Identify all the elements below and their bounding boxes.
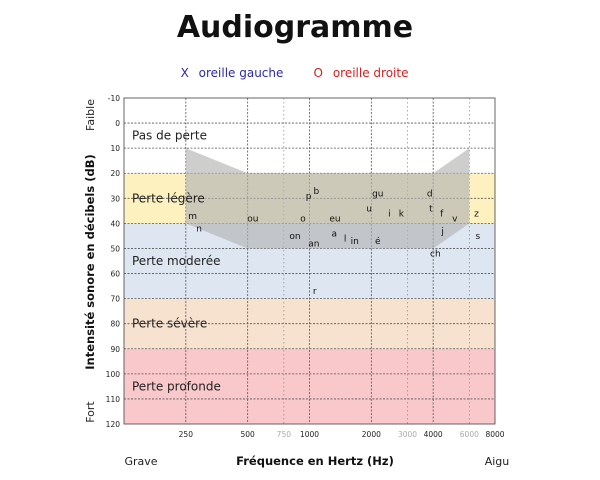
x-axis-title: Fréquence en Hertz (Hz) bbox=[236, 454, 394, 468]
phoneme-5: an bbox=[308, 239, 319, 249]
y-tick-label-0: -10 bbox=[108, 94, 120, 103]
phoneme-23: ch bbox=[430, 249, 441, 259]
legend-entry-right-ear: O oreille droite bbox=[314, 66, 409, 80]
phoneme-25: s bbox=[475, 232, 480, 242]
x-tick-label-6: 4000 bbox=[424, 430, 443, 439]
y-tick-label-6: 50 bbox=[110, 244, 120, 253]
phoneme-3: o bbox=[300, 214, 306, 224]
phoneme-10: l bbox=[344, 234, 347, 244]
legend-label-left: oreille gauche bbox=[199, 66, 284, 80]
x-tick-label-7: 6000 bbox=[460, 430, 479, 439]
phoneme-24: z bbox=[474, 209, 479, 219]
phoneme-21: v bbox=[452, 214, 458, 224]
y-tick-label-11: 100 bbox=[106, 370, 121, 379]
legend-label-right: oreille droite bbox=[333, 66, 409, 80]
y-tick-label-13: 120 bbox=[106, 420, 121, 429]
band-label-2: Perte moderée bbox=[132, 254, 221, 268]
phoneme-7: b bbox=[314, 187, 320, 197]
legend: X oreille gauche O oreille droite bbox=[181, 66, 409, 80]
band-labels: Pas de perte Perte légère Perte moderée Per… bbox=[132, 129, 221, 394]
phoneme-22: j bbox=[440, 227, 444, 237]
x-tick-label-1: 500 bbox=[241, 430, 256, 439]
y-tick-label-1: 0 bbox=[115, 119, 120, 128]
phoneme-16: k bbox=[399, 209, 405, 219]
x-tick-labels: 250 500 750 1000 2000 3000 4000 6000 8000 bbox=[179, 430, 505, 439]
x-right-label: Aigu bbox=[485, 455, 510, 468]
speech-banana bbox=[185, 148, 470, 249]
phoneme-2: ou bbox=[247, 214, 258, 224]
phoneme-8: eu bbox=[329, 214, 340, 224]
band-label-3: Perte sévère bbox=[132, 317, 207, 331]
x-tick-label-2: 750 bbox=[277, 430, 292, 439]
phoneme-13: gu bbox=[372, 189, 383, 199]
speech-banana-area bbox=[185, 148, 470, 249]
band-label-4: Perte profonde bbox=[132, 379, 221, 393]
phoneme-1: n bbox=[196, 224, 202, 234]
legend-symbol-right: O bbox=[314, 66, 323, 80]
chart-title: Audiogramme bbox=[177, 10, 413, 45]
x-tick-label-8: 8000 bbox=[485, 430, 504, 439]
y-axis-title: Intensité sonore en décibels (dB) bbox=[83, 154, 97, 369]
legend-symbol-left: X bbox=[181, 66, 189, 80]
phoneme-12: r bbox=[313, 287, 317, 297]
phoneme-15: i bbox=[388, 209, 391, 219]
phoneme-0: m bbox=[188, 212, 197, 222]
y-tick-label-3: 20 bbox=[110, 169, 120, 178]
phoneme-18: d bbox=[427, 189, 433, 199]
phoneme-11: in bbox=[351, 237, 359, 247]
x-tick-label-0: 250 bbox=[179, 430, 194, 439]
x-tick-label-4: 2000 bbox=[362, 430, 381, 439]
phoneme-19: t bbox=[429, 204, 433, 214]
x-left-label: Grave bbox=[124, 455, 157, 468]
band-label-0: Pas de perte bbox=[132, 129, 207, 143]
x-tick-label-5: 3000 bbox=[398, 430, 417, 439]
plot-border bbox=[123, 97, 496, 425]
phoneme-20: f bbox=[440, 209, 444, 219]
y-tick-label-7: 60 bbox=[110, 270, 120, 279]
phoneme-14: u bbox=[366, 204, 372, 214]
band-label-1: Perte légère bbox=[132, 191, 205, 205]
y-tick-label-12: 110 bbox=[106, 395, 121, 404]
y-tick-label-9: 80 bbox=[110, 320, 120, 329]
y-tick-labels: -10 0 10 20 30 40 50 60 70 80 90 100 110 120 bbox=[106, 94, 121, 429]
y-top-label: Faible bbox=[84, 99, 97, 131]
y-tick-label-8: 70 bbox=[110, 295, 120, 304]
phoneme-9: a bbox=[332, 229, 338, 239]
legend-entry-left-ear: X oreille gauche bbox=[181, 66, 284, 80]
phoneme-4: on bbox=[289, 232, 300, 242]
y-tick-label-5: 40 bbox=[110, 219, 120, 228]
y-bottom-label: Fort bbox=[84, 401, 97, 423]
phoneme-17: é bbox=[375, 236, 381, 247]
phoneme-6: p bbox=[306, 192, 312, 202]
y-tick-label-4: 30 bbox=[110, 194, 120, 203]
y-tick-label-2: 10 bbox=[110, 144, 120, 153]
y-tick-label-10: 90 bbox=[110, 345, 120, 354]
x-tick-label-3: 1000 bbox=[300, 430, 319, 439]
